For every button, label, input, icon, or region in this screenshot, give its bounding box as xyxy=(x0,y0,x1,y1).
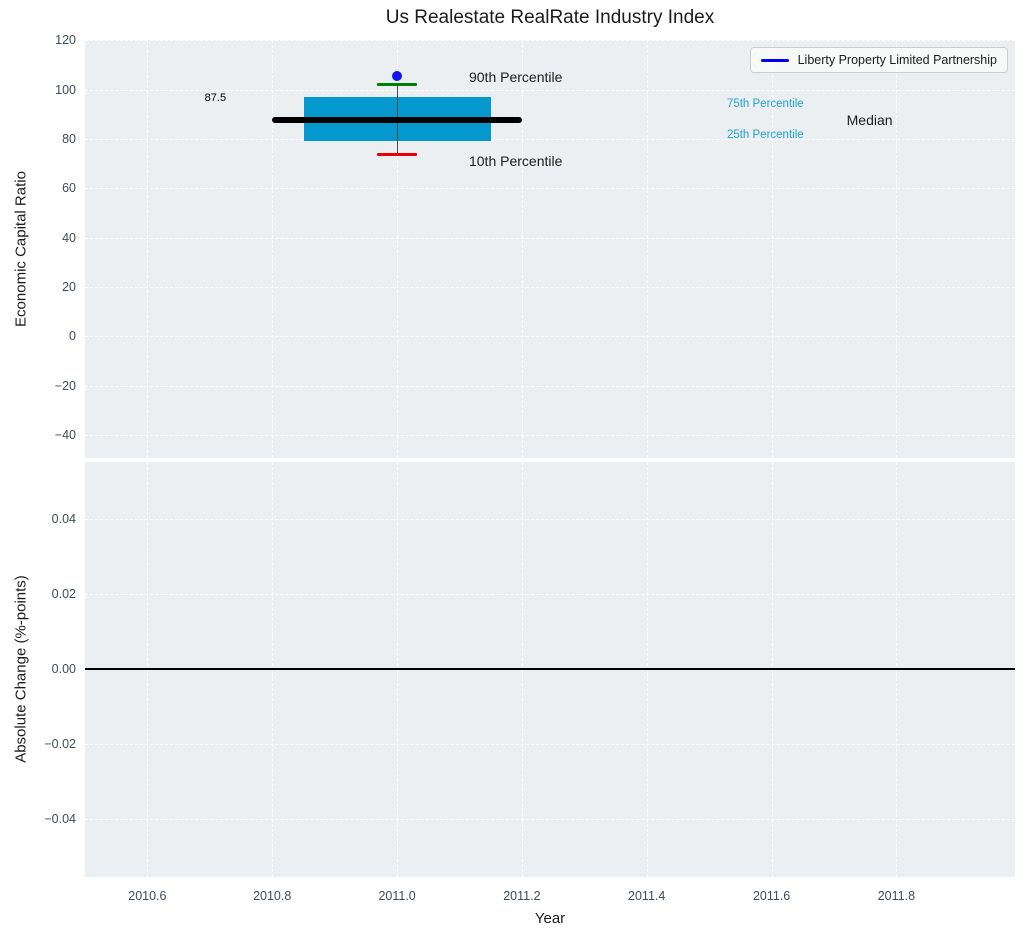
annotation-25th-percentile: 25th Percentile xyxy=(726,128,804,141)
gridline-horizontal xyxy=(85,188,1015,190)
y-tick-label: 0.00 xyxy=(51,661,76,676)
y-tick-label: 0.02 xyxy=(51,586,76,601)
annotation-75th-percentile: 75th Percentile xyxy=(726,98,804,111)
y-tick-label: 20 xyxy=(62,279,76,294)
legend-label: Liberty Property Limited Partnership xyxy=(797,53,997,67)
x-axis-label: Year xyxy=(534,910,566,927)
annotation-median: Median xyxy=(846,111,893,128)
gridline-vertical xyxy=(147,40,149,458)
y-tick-label: 40 xyxy=(62,230,76,245)
gridline-horizontal xyxy=(85,518,1015,520)
annotation-90th-percentile: 90th Percentile xyxy=(468,68,563,85)
zero-line xyxy=(85,667,1015,670)
x-tick-label: 2011.8 xyxy=(877,889,916,903)
bottom-axes xyxy=(85,462,1015,877)
y-tick-label: 120 xyxy=(55,33,76,48)
y-tick-label: 0.04 xyxy=(51,511,76,526)
gridline-horizontal xyxy=(85,237,1015,239)
x-tick-label: 2010.6 xyxy=(128,889,167,903)
gridline-vertical xyxy=(896,40,898,458)
gridline-vertical xyxy=(521,40,523,458)
x-tick-label: 2010.8 xyxy=(253,889,292,903)
gridline-vertical xyxy=(397,40,399,458)
gridline-horizontal xyxy=(85,286,1015,288)
y-tick-label: 60 xyxy=(62,181,76,196)
annotation-87-5: 87.5 xyxy=(204,92,227,105)
company-marker-dot xyxy=(392,70,403,81)
gridline-horizontal xyxy=(85,818,1015,820)
y-tick-label: −0.02 xyxy=(44,736,76,751)
gridline-horizontal xyxy=(85,138,1015,140)
p10-whisker-cap xyxy=(377,152,417,156)
p90-whisker-cap xyxy=(377,83,417,87)
chart-title: Us Realestate RealRate Industry Index xyxy=(385,7,715,28)
top-axes: Liberty Property Limited Partnership 87.… xyxy=(85,40,1015,458)
gridline-vertical xyxy=(272,40,274,458)
y-tick-label: −0.04 xyxy=(44,811,76,826)
x-tick-label: 2011.4 xyxy=(628,889,666,903)
gridline-vertical xyxy=(771,40,773,458)
gridline-horizontal xyxy=(85,434,1015,436)
x-tick-label: 2011.6 xyxy=(752,889,791,903)
y-tick-label: 100 xyxy=(55,82,76,97)
gridline-horizontal xyxy=(85,89,1015,91)
legend-line-sample xyxy=(760,58,789,62)
y-tick-label: −40 xyxy=(54,427,76,442)
annotation-10th-percentile: 10th Percentile xyxy=(468,153,563,170)
gridline-vertical xyxy=(646,40,648,458)
gridline-horizontal xyxy=(85,743,1015,745)
gridline-horizontal xyxy=(85,336,1015,338)
gridline-horizontal xyxy=(85,385,1015,387)
gridline-horizontal xyxy=(85,40,1015,42)
y-tick-label: −20 xyxy=(54,378,76,393)
y-tick-label: 80 xyxy=(62,131,76,146)
median-line xyxy=(272,117,522,124)
x-tick-label: 2011.0 xyxy=(378,889,416,903)
y-tick-label: 0 xyxy=(69,329,76,344)
legend: Liberty Property Limited Partnership xyxy=(749,47,1008,73)
x-tick-label: 2011.2 xyxy=(503,889,541,903)
gridline-horizontal xyxy=(85,593,1015,595)
